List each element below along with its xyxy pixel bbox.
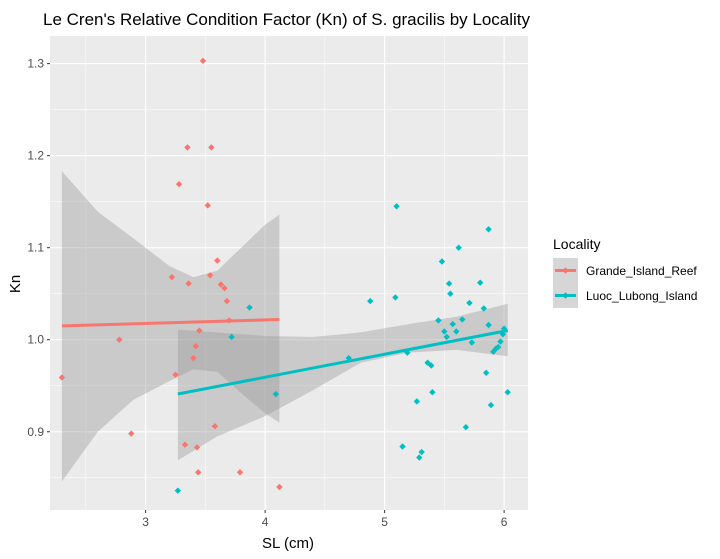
data-point: [221, 284, 228, 292]
legend-key-point: [562, 292, 569, 299]
data-point: [435, 317, 442, 324]
data-point: [455, 244, 462, 251]
data-point: [58, 374, 66, 381]
data-point: [468, 339, 476, 346]
data-point: [428, 362, 435, 369]
data-point: [175, 180, 183, 188]
data-point: [438, 258, 446, 265]
data-point: [459, 316, 466, 323]
data-point: [246, 304, 253, 311]
y-tick-label: 1.0: [27, 333, 44, 347]
data-point: [466, 299, 473, 307]
data-point: [196, 327, 203, 334]
legend-label: Grande_Island_Reef: [586, 264, 697, 278]
data-point: [445, 280, 453, 287]
data-point: [413, 398, 421, 405]
data-point: [194, 469, 202, 476]
data-point: [485, 321, 492, 329]
data-point: [392, 294, 399, 301]
data-point: [487, 401, 495, 409]
legend: Locality Grande_Island_Reef Luoc_Lubong_I…: [553, 236, 697, 308]
chart-title: Le Cren's Relative Condition Factor (Kn)…: [43, 10, 531, 29]
data-point: [168, 273, 176, 281]
data-point: [193, 444, 201, 451]
data-point: [181, 441, 189, 448]
plot-panel: [50, 36, 528, 510]
data-point: [477, 279, 484, 286]
data-point: [480, 305, 487, 312]
data-point: [184, 144, 191, 151]
data-point: [276, 483, 283, 491]
data-point: [199, 57, 207, 65]
y-axis-ticks: 0.9 1.0 1.1 1.2 1.3: [27, 57, 50, 439]
data-point: [504, 388, 511, 396]
y-tick-label: 1.3: [27, 57, 44, 71]
data-point: [443, 333, 450, 341]
data-point: [441, 328, 448, 335]
y-tick-label: 0.9: [27, 425, 44, 439]
data-point: [116, 336, 123, 343]
data-point: [497, 338, 504, 345]
data-point: [190, 354, 197, 362]
confidence-bands: [61, 171, 508, 482]
data-point: [429, 388, 436, 396]
data-point: [482, 369, 490, 377]
y-axis-title: Kn: [7, 275, 24, 293]
data-point: [399, 443, 406, 450]
y-tick-label: 1.1: [27, 241, 44, 255]
data-point: [494, 343, 502, 351]
data-point: [449, 320, 456, 328]
data-point: [206, 272, 214, 279]
confidence-band: [61, 171, 280, 482]
data-point: [447, 290, 454, 297]
legend-label: Luoc_Lubong_Island: [586, 289, 697, 303]
legend-key-point: [562, 267, 569, 274]
fit-line: [61, 317, 280, 328]
data-point: [418, 448, 425, 456]
data-point: [128, 430, 135, 437]
data-point: [416, 454, 423, 461]
x-tick-label: 4: [262, 515, 269, 529]
confidence-band: [177, 303, 508, 461]
data-point: [228, 333, 235, 341]
data-point: [272, 390, 280, 398]
data-point: [185, 280, 192, 287]
y-tick-label: 1.2: [27, 149, 44, 163]
data-point: [453, 328, 460, 335]
data-point: [211, 423, 219, 430]
data-point: [485, 226, 492, 233]
fit-lines: [61, 317, 508, 396]
data-point: [172, 371, 179, 378]
grid-major: [50, 36, 528, 510]
data-point: [367, 297, 374, 305]
x-axis-title: SL (cm): [262, 535, 314, 552]
data-point: [462, 423, 470, 431]
fit-line: [177, 329, 508, 396]
legend-title: Locality: [553, 236, 600, 252]
data-point: [214, 257, 221, 264]
data-point: [217, 281, 225, 288]
data-point: [236, 469, 244, 476]
data-point: [223, 297, 231, 305]
data-point: [204, 202, 211, 209]
x-tick-label: 3: [142, 515, 149, 529]
data-point: [393, 203, 400, 210]
data-point: [174, 487, 182, 494]
x-tick-label: 6: [501, 515, 508, 529]
x-axis-ticks: 3 4 5 6: [142, 510, 508, 529]
x-tick-label: 5: [381, 515, 388, 529]
data-point: [192, 342, 199, 350]
data-point: [208, 144, 215, 151]
